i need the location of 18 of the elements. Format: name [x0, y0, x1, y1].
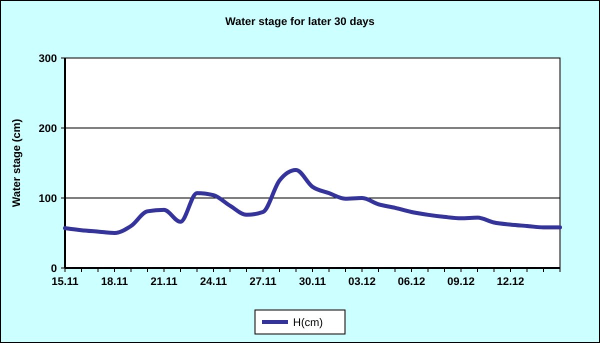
chart-title: Water stage for later 30 days	[225, 16, 375, 28]
y-tick-label: 300	[38, 53, 57, 65]
x-tick-label: 21.11	[150, 276, 178, 288]
x-tick-label: 06.12	[398, 276, 426, 288]
x-tick-label: 15.11	[52, 276, 78, 288]
legend-label: H(cm)	[293, 317, 323, 329]
x-tick-label: 03.12	[348, 276, 376, 288]
y-tick-label: 100	[38, 193, 57, 205]
x-tick-label: 24.11	[200, 276, 227, 288]
x-tick-label: 30.11	[299, 276, 326, 288]
line-series	[63, 168, 562, 235]
x-tick-label: 12.12	[496, 276, 524, 288]
x-tick-label: 18.11	[101, 276, 128, 288]
x-tick-label: 27.11	[250, 276, 276, 288]
y-tick-label: 200	[38, 123, 57, 135]
y-axis-title: Water stage (cm)	[11, 118, 23, 208]
y-tick-label: 0	[50, 263, 57, 275]
x-tick-label: 09.12	[447, 276, 475, 288]
